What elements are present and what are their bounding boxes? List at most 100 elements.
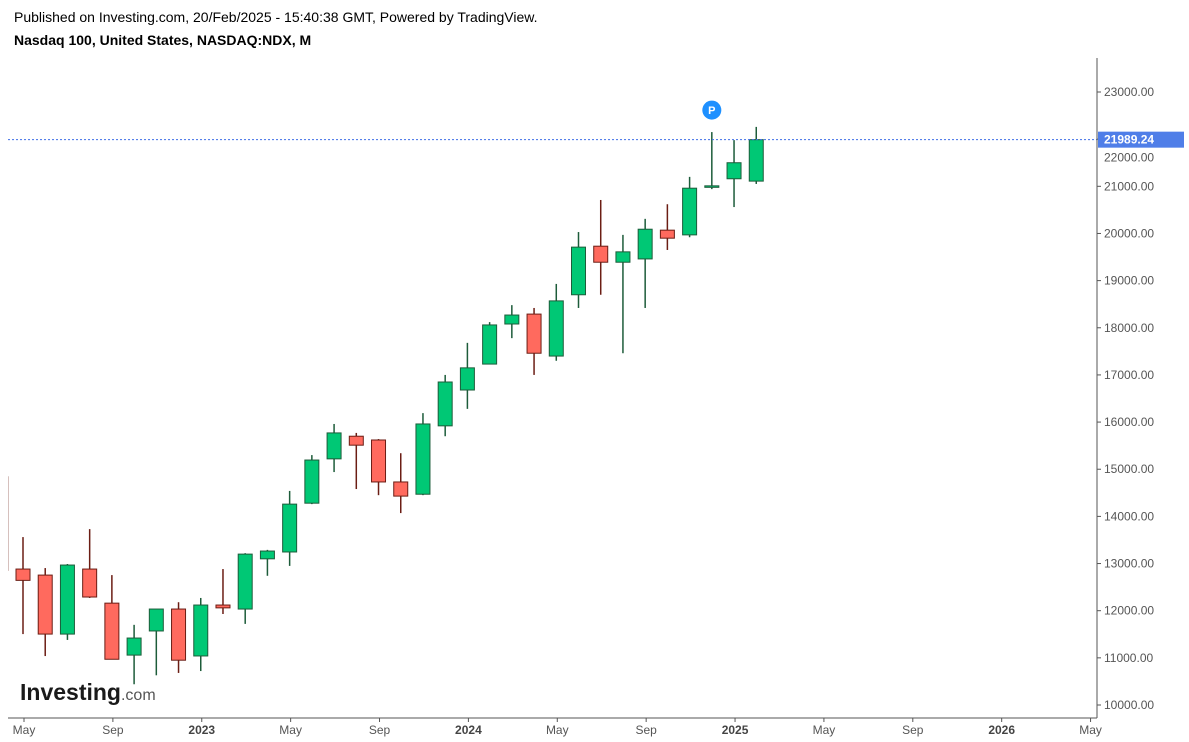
candle-jul-2024 bbox=[593, 199, 609, 295]
candle-may-2023 bbox=[282, 490, 298, 566]
y-tick-label: 21000.00 bbox=[1104, 179, 1154, 193]
candle-nov-2023 bbox=[415, 413, 431, 496]
candle-body bbox=[326, 432, 342, 460]
candle-may-2024 bbox=[548, 283, 564, 361]
candle-body bbox=[726, 162, 742, 180]
candle-feb-2024 bbox=[482, 322, 498, 365]
last-price-text: 21989.24 bbox=[1104, 133, 1154, 147]
candle-body bbox=[548, 300, 564, 357]
candles-layer bbox=[8, 126, 764, 685]
candle-jun-2022 bbox=[37, 568, 53, 657]
candle-sep-2022 bbox=[104, 575, 120, 660]
marker-p[interactable]: P bbox=[702, 100, 722, 120]
y-tick-label: 18000.00 bbox=[1104, 321, 1154, 335]
y-tick-label: 16000.00 bbox=[1104, 415, 1154, 429]
y-tick-label: 17000.00 bbox=[1104, 368, 1154, 382]
candle-feb-2025 bbox=[748, 126, 764, 184]
candle-nov-2024 bbox=[682, 176, 698, 238]
candle-body bbox=[704, 185, 720, 188]
candle-aug-2022 bbox=[82, 529, 98, 598]
candle-oct-2022 bbox=[126, 624, 142, 685]
candle-apr-2023 bbox=[259, 549, 275, 576]
y-tick-label: 22000.00 bbox=[1104, 151, 1154, 165]
x-axis: May Sep 2023 May Sep 2024 May Sep 2025 May Sep 2026… bbox=[13, 718, 1102, 737]
x-tick-label: 2023 bbox=[188, 723, 215, 737]
candle-body bbox=[437, 381, 453, 427]
candle-body bbox=[282, 503, 298, 553]
logo-suffix: .com bbox=[120, 687, 156, 704]
candle-body bbox=[748, 139, 764, 182]
y-tick-label: 11000.00 bbox=[1104, 651, 1153, 665]
candle-body bbox=[59, 564, 75, 635]
marker-p-label: P bbox=[708, 105, 715, 117]
candle-body bbox=[459, 367, 475, 391]
candle-mar-2023 bbox=[237, 553, 253, 624]
candle-jan-2025 bbox=[726, 140, 742, 208]
y-tick-label: 12000.00 bbox=[1104, 604, 1154, 618]
x-tick-label: May bbox=[1079, 723, 1102, 737]
candle-aug-2024 bbox=[615, 234, 631, 354]
x-tick-label: 2025 bbox=[722, 723, 749, 737]
candle-body bbox=[682, 187, 698, 236]
published-info: Published on Investing.com, 20/Feb/2025 … bbox=[14, 9, 538, 25]
candle-body bbox=[637, 228, 653, 260]
candle-body bbox=[304, 459, 320, 504]
candle-body bbox=[526, 313, 542, 354]
candle-dec-2022 bbox=[171, 602, 187, 673]
candle-dec-2023 bbox=[437, 374, 453, 437]
candle-body bbox=[659, 229, 675, 239]
y-tick-label: 10000.00 bbox=[1104, 698, 1154, 712]
y-tick-label: 19000.00 bbox=[1104, 274, 1154, 288]
y-tick-label: 14000.00 bbox=[1104, 509, 1154, 523]
candle-body bbox=[8, 476, 9, 571]
candle-body bbox=[15, 568, 31, 581]
candle-body bbox=[371, 439, 387, 483]
candle-body bbox=[348, 435, 364, 446]
x-tick-label: Sep bbox=[369, 723, 391, 737]
last-price-label: 21989.24 bbox=[1098, 131, 1184, 148]
candle-body bbox=[615, 251, 631, 263]
candle-sep-2024 bbox=[637, 218, 653, 308]
x-tick-label: 2024 bbox=[455, 723, 482, 737]
y-axis: 10000.00 11000.00 12000.00 13000.00 14000.00… bbox=[1097, 85, 1154, 712]
candle-aug-2023 bbox=[348, 432, 364, 490]
x-tick-label: Sep bbox=[902, 723, 924, 737]
x-tick-label: May bbox=[13, 723, 36, 737]
x-tick-label: 2026 bbox=[988, 723, 1015, 737]
candle-jan-2023 bbox=[193, 597, 209, 672]
candle-oct-2024 bbox=[659, 204, 675, 250]
candle-mar-2024 bbox=[504, 305, 520, 339]
candle-dec-2024 bbox=[704, 132, 720, 190]
y-tick-label: 20000.00 bbox=[1104, 226, 1154, 240]
candle-may-2022 bbox=[15, 537, 31, 635]
candle-body bbox=[82, 568, 98, 598]
x-tick-label: Sep bbox=[102, 723, 124, 737]
x-tick-label: Sep bbox=[635, 723, 657, 737]
candle-body bbox=[593, 245, 609, 263]
candle-jul-2023 bbox=[326, 423, 342, 473]
candle-body bbox=[393, 481, 409, 497]
candle-jul-2022 bbox=[59, 564, 75, 640]
logo-main: Investing bbox=[20, 679, 121, 705]
x-tick-label: May bbox=[546, 723, 569, 737]
candle-jun-2024 bbox=[571, 232, 586, 308]
candle-body bbox=[104, 602, 120, 660]
candle-apr-2024 bbox=[526, 307, 542, 375]
candle-body bbox=[37, 574, 53, 635]
candle-oct-2023 bbox=[393, 453, 409, 514]
candle-body bbox=[571, 246, 586, 296]
candle-body bbox=[193, 604, 209, 657]
candle-jun-2023 bbox=[304, 455, 320, 505]
candle-nov-2022 bbox=[148, 608, 164, 676]
candle-body bbox=[126, 637, 142, 656]
candle-apr-2022 bbox=[8, 476, 9, 571]
investing-logo: Investing.com bbox=[20, 679, 156, 706]
y-tick-label: 13000.00 bbox=[1104, 557, 1154, 571]
candle-body bbox=[237, 553, 253, 610]
candle-jan-2024 bbox=[459, 342, 475, 409]
candle-body bbox=[259, 550, 275, 560]
chart-title: Nasdaq 100, United States, NASDAQ:NDX, M bbox=[14, 32, 312, 48]
y-tick-label: 15000.00 bbox=[1104, 462, 1154, 476]
candle-body bbox=[415, 423, 431, 495]
